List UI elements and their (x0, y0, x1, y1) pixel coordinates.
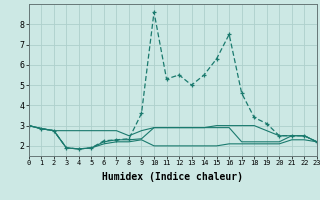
X-axis label: Humidex (Indice chaleur): Humidex (Indice chaleur) (102, 172, 243, 182)
